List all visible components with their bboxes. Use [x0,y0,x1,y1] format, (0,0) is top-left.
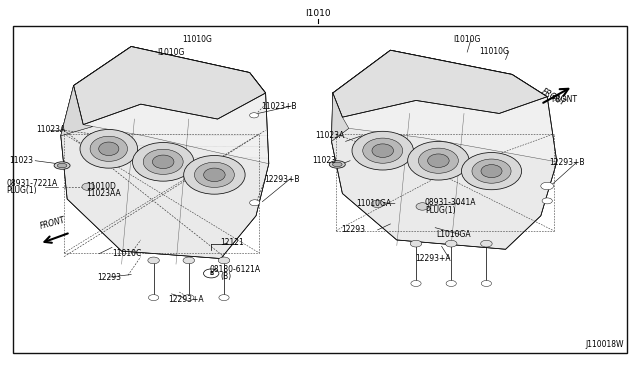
Text: 11023A: 11023A [316,131,345,140]
Ellipse shape [352,131,413,170]
Ellipse shape [80,129,138,168]
Text: 11023+B: 11023+B [261,102,296,110]
Text: I1010G: I1010G [157,48,184,57]
Text: 11023A: 11023A [36,125,66,134]
Text: 11023: 11023 [9,156,33,165]
Ellipse shape [58,163,67,168]
Ellipse shape [461,153,522,190]
Polygon shape [74,46,266,125]
Text: 08180-6121A: 08180-6121A [210,265,261,274]
Ellipse shape [195,162,234,187]
Circle shape [411,280,421,286]
Circle shape [410,240,422,247]
Ellipse shape [143,149,183,174]
Polygon shape [61,86,93,136]
Text: L1010GA: L1010GA [436,230,471,239]
Ellipse shape [99,142,119,155]
Text: J110018W: J110018W [586,340,624,349]
Text: 11010G: 11010G [182,35,212,44]
Text: FRONT: FRONT [39,215,66,231]
Ellipse shape [481,164,502,177]
Bar [13,26,627,353]
Circle shape [445,240,457,247]
Text: 11010GA: 11010GA [356,199,391,208]
Polygon shape [61,126,269,259]
Text: 12293+B: 12293+B [264,175,300,184]
Circle shape [542,198,552,204]
Circle shape [183,257,195,264]
Polygon shape [333,50,547,117]
Text: 08931-7221A: 08931-7221A [6,179,58,187]
Circle shape [481,280,492,286]
Circle shape [541,182,554,190]
Ellipse shape [472,159,511,183]
Text: FRONT: FRONT [552,95,578,104]
Ellipse shape [333,162,342,167]
Ellipse shape [363,138,403,163]
Text: I1010G: I1010G [453,35,481,44]
Text: FRONT: FRONT [540,87,567,108]
Text: 11010C: 11010C [112,249,141,258]
Ellipse shape [184,155,245,194]
Circle shape [481,240,492,247]
Text: 12293+B: 12293+B [549,158,584,167]
Text: PLUG(1): PLUG(1) [425,206,456,215]
Text: 12293+A: 12293+A [168,295,204,304]
Text: 11023AA: 11023AA [86,189,121,198]
Polygon shape [61,46,269,259]
Text: 12293+A: 12293+A [415,254,451,263]
Circle shape [204,269,219,278]
Circle shape [446,280,456,286]
Text: 08931-3041A: 08931-3041A [425,198,476,207]
Circle shape [250,113,259,118]
Ellipse shape [428,154,449,167]
Text: 11010D: 11010D [86,182,116,190]
Ellipse shape [372,144,394,157]
Text: 12121: 12121 [220,238,244,247]
Circle shape [219,295,229,301]
Text: (B): (B) [221,272,232,280]
Polygon shape [332,128,557,249]
Text: 11010G: 11010G [479,47,509,56]
Text: B: B [209,271,213,276]
Circle shape [416,203,429,210]
Text: 12293: 12293 [97,273,122,282]
Polygon shape [332,93,349,141]
Ellipse shape [419,148,458,173]
Circle shape [184,295,194,301]
Text: 11023: 11023 [312,156,337,165]
Ellipse shape [90,136,127,161]
Ellipse shape [204,168,225,182]
Polygon shape [332,50,557,249]
Circle shape [148,295,159,301]
Ellipse shape [54,162,70,169]
Text: I1010: I1010 [305,9,331,17]
Circle shape [250,200,260,206]
Ellipse shape [330,161,346,168]
Circle shape [218,257,230,264]
Ellipse shape [132,142,194,181]
Text: 12293: 12293 [341,225,365,234]
Circle shape [148,257,159,264]
Ellipse shape [408,141,469,180]
Ellipse shape [152,155,174,169]
Text: PLUG(1): PLUG(1) [6,186,37,195]
Circle shape [371,200,384,208]
Circle shape [82,183,95,190]
